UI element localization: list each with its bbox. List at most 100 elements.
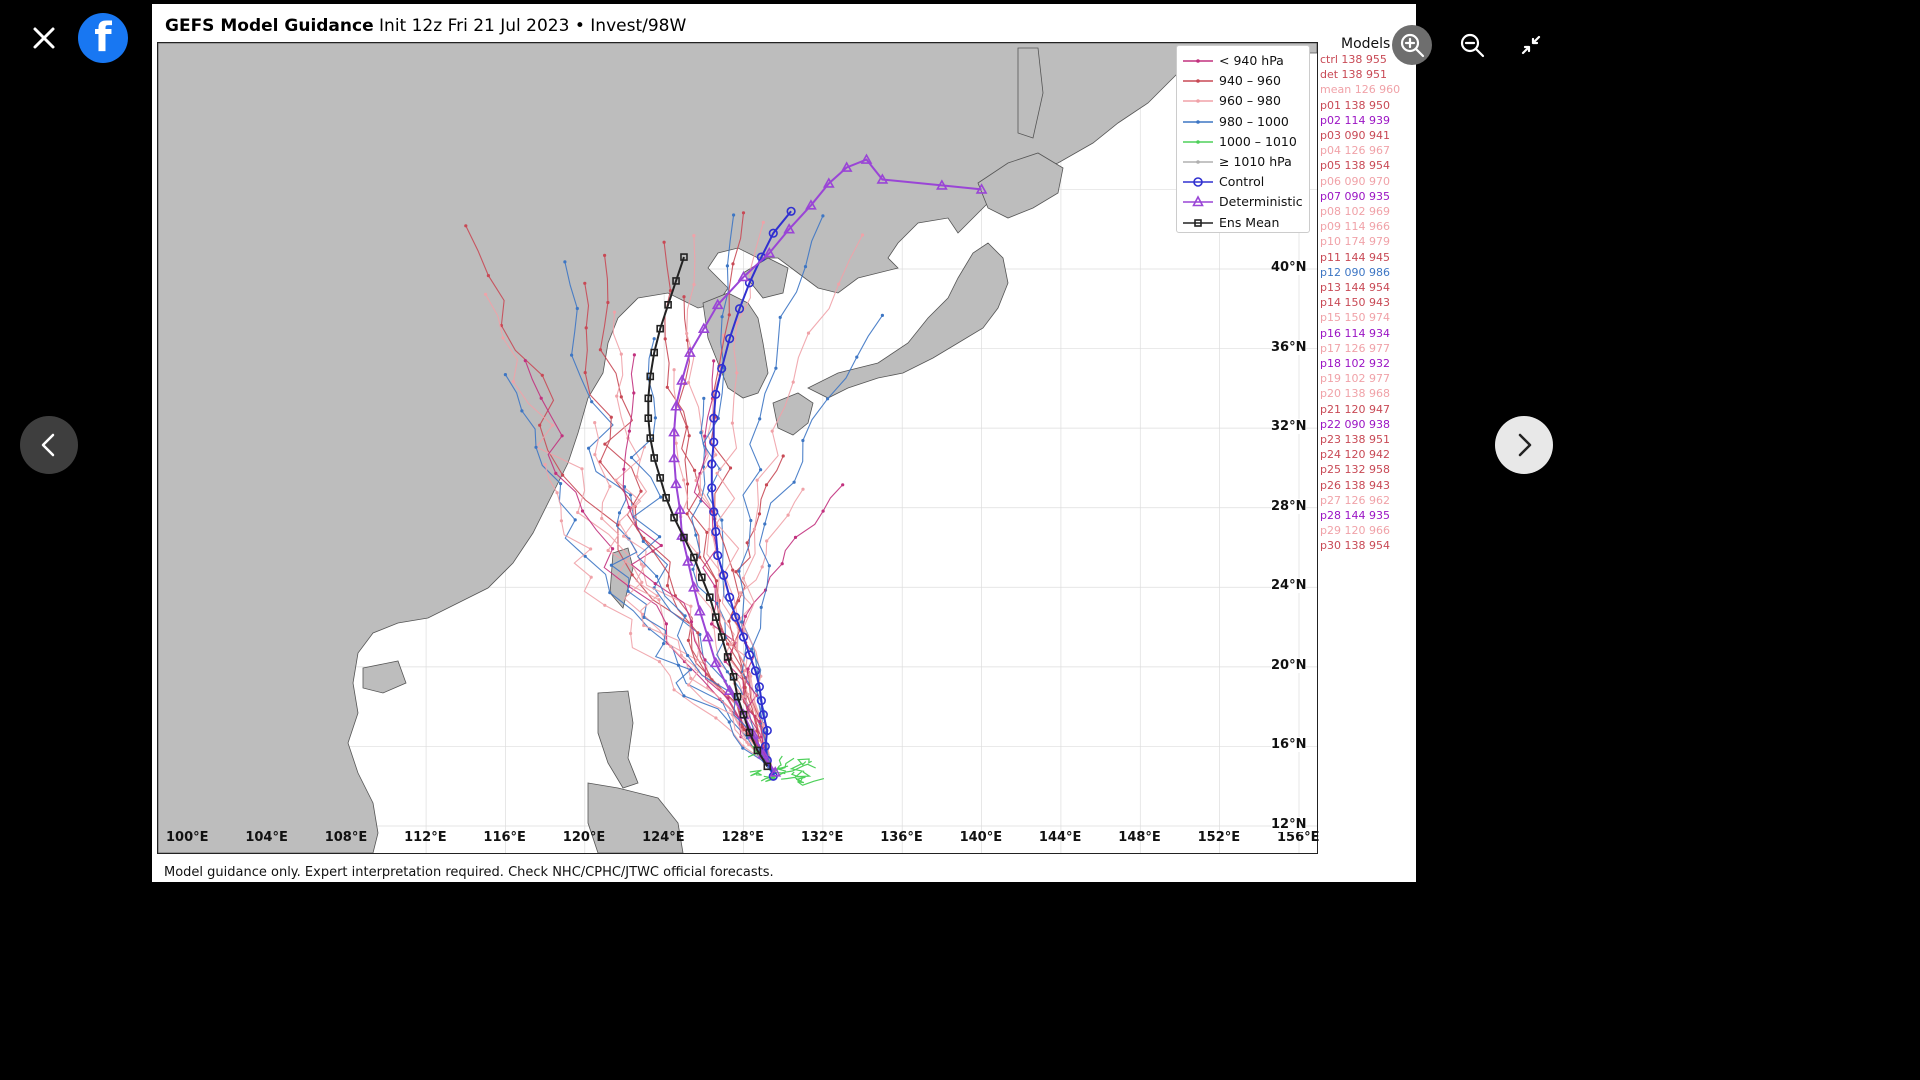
mean-point	[705, 593, 714, 602]
deterministic-point	[975, 183, 988, 194]
track-point	[730, 421, 735, 425]
track-point	[641, 539, 645, 543]
legend-item: < 940 hPa	[1177, 51, 1309, 71]
track-point	[679, 653, 683, 657]
track-point	[685, 331, 689, 336]
track-point	[699, 431, 703, 435]
track-point	[668, 289, 673, 293]
legend-swatch	[1183, 99, 1213, 104]
track-point	[691, 567, 695, 571]
mean-point	[680, 533, 688, 542]
track-point	[570, 353, 574, 357]
track-point	[743, 669, 747, 673]
track-point	[639, 562, 644, 566]
exit-fullscreen-button[interactable]	[1511, 25, 1551, 65]
ensemble-track	[702, 214, 774, 775]
track-point	[726, 696, 730, 700]
control-point	[750, 666, 761, 676]
track-point	[786, 513, 790, 517]
legend-swatch	[1183, 195, 1213, 207]
ensemble-track	[544, 464, 774, 775]
track-point	[584, 326, 588, 330]
track-point	[687, 683, 691, 687]
track-point	[615, 394, 619, 398]
track-point	[702, 396, 706, 400]
mean-point	[739, 710, 748, 719]
mean-point	[698, 573, 706, 582]
legend-swatch	[1183, 119, 1213, 124]
deterministic-point	[693, 605, 706, 616]
close-button[interactable]	[26, 20, 62, 56]
models-title: Models	[1341, 36, 1391, 52]
model-entry: p27 126 962	[1320, 493, 1390, 507]
track-point	[672, 368, 676, 372]
track-point	[698, 555, 702, 559]
legend-item: 980 – 1000	[1177, 112, 1309, 132]
model-entry: p18 102 932	[1320, 357, 1390, 370]
exit-fullscreen-icon	[1521, 35, 1541, 55]
track-point	[688, 668, 693, 672]
genesis-track	[781, 775, 804, 783]
track-point	[683, 614, 687, 618]
genesis-track	[797, 778, 825, 786]
track-point	[703, 658, 707, 662]
track-point	[837, 282, 841, 286]
track-point	[682, 295, 686, 299]
x-tick-label: 112°E	[404, 830, 447, 845]
control-point	[754, 682, 764, 692]
track-point	[735, 321, 739, 325]
track-point	[713, 584, 717, 589]
track-point	[707, 527, 711, 531]
track-point	[740, 694, 745, 699]
legend-label: < 940 hPa	[1219, 53, 1284, 68]
deterministic-point	[860, 153, 873, 164]
track-point	[653, 416, 657, 420]
track-point	[740, 620, 744, 624]
x-tick-label: 132°E	[800, 830, 844, 845]
track-point	[580, 467, 584, 471]
track-point	[727, 313, 731, 317]
model-entry: p21 120 947	[1320, 402, 1390, 416]
track-point	[669, 644, 673, 649]
track-point	[720, 518, 724, 522]
x-tick-label: 156°E	[1277, 830, 1320, 845]
facebook-logo[interactable]: f	[78, 13, 128, 63]
zoom-out-button[interactable]	[1452, 25, 1492, 65]
track-point	[606, 300, 610, 305]
track-point	[611, 547, 615, 551]
track-point	[665, 584, 670, 588]
track-point	[583, 281, 587, 285]
legend-item: 960 – 980	[1177, 91, 1309, 111]
track-point	[694, 478, 698, 483]
track-point	[501, 336, 505, 340]
legend-swatch	[1183, 139, 1213, 144]
ensemble-track	[710, 212, 774, 775]
zoom-in-button[interactable]	[1392, 25, 1432, 65]
legend-label: 1000 – 1010	[1219, 133, 1297, 149]
track-point	[731, 262, 735, 266]
legend-label: Deterministic	[1219, 194, 1303, 210]
track-point	[619, 352, 623, 356]
previous-photo-button[interactable]	[20, 416, 78, 474]
mean-point	[650, 348, 659, 357]
mean-point	[656, 324, 664, 333]
next-photo-button[interactable]	[1495, 416, 1553, 474]
control-point	[707, 483, 717, 493]
control-point	[725, 592, 735, 602]
track-point	[803, 265, 808, 269]
model-entry: p01 138 950	[1320, 98, 1390, 112]
track-point	[694, 533, 698, 537]
y-tick-label: 28°N	[1271, 498, 1307, 514]
track-point	[747, 742, 751, 747]
deterministic-point	[876, 173, 889, 184]
chevron-left-icon	[41, 433, 55, 457]
y-tick-label: 40°N	[1271, 260, 1307, 275]
deterministic-point	[668, 451, 680, 463]
track-point	[464, 224, 468, 228]
x-tick-label: 136°E	[880, 830, 923, 845]
track-point	[587, 446, 591, 450]
track-point	[757, 512, 762, 516]
track-point	[652, 337, 656, 341]
mean-point	[670, 513, 678, 522]
control-point	[711, 389, 721, 399]
